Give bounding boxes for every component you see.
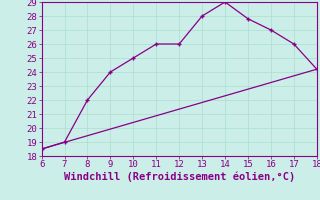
X-axis label: Windchill (Refroidissement éolien,°C): Windchill (Refroidissement éolien,°C) (64, 172, 295, 182)
